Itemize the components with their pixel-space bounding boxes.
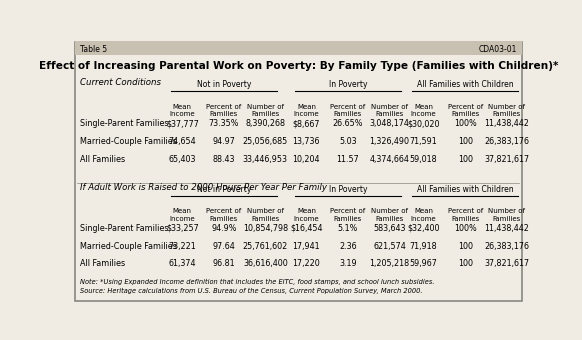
Text: 5.03: 5.03 (339, 137, 357, 146)
Text: Mean
Income: Mean Income (169, 208, 195, 222)
Text: Single-Parent Families: Single-Parent Families (80, 224, 168, 233)
Text: 88.43: 88.43 (212, 155, 235, 164)
Text: Note: *Using Expanded Income definition that includes the EITC, food stamps, and: Note: *Using Expanded Income definition … (80, 279, 434, 285)
Text: 100%: 100% (454, 224, 477, 233)
Text: Mean
Income: Mean Income (411, 208, 436, 222)
Text: 11,438,442: 11,438,442 (484, 119, 529, 128)
Text: All Families: All Families (80, 259, 125, 268)
Text: In Poverty: In Poverty (329, 81, 367, 89)
Text: Percent of
Families: Percent of Families (206, 104, 242, 117)
Text: 621,574: 621,574 (373, 241, 406, 251)
Text: CDA03-01: CDA03-01 (478, 45, 517, 54)
Text: 2.36: 2.36 (339, 241, 357, 251)
Text: 13,736: 13,736 (293, 137, 320, 146)
Text: Married-Couple Families: Married-Couple Families (80, 137, 176, 146)
Text: All Families with Children: All Families with Children (417, 185, 513, 194)
Text: Mean
Income: Mean Income (411, 104, 436, 117)
Text: Percent of
Families: Percent of Families (330, 104, 365, 117)
Text: In Poverty: In Poverty (329, 185, 367, 194)
Text: 59,018: 59,018 (410, 155, 438, 164)
Text: 71,918: 71,918 (410, 241, 438, 251)
Text: Not in Poverty: Not in Poverty (197, 81, 251, 89)
Text: Percent of
Families: Percent of Families (448, 104, 483, 117)
Text: 11.57: 11.57 (336, 155, 359, 164)
Text: $16,454: $16,454 (290, 224, 322, 233)
FancyBboxPatch shape (75, 41, 521, 55)
Text: 94.97: 94.97 (212, 137, 235, 146)
Text: 100: 100 (457, 155, 473, 164)
Text: If Adult Work is Raised to 2000 Hours Per Year Per Family: If Adult Work is Raised to 2000 Hours Pe… (80, 183, 327, 192)
Text: $8,667: $8,667 (293, 119, 320, 128)
Text: 25,056,685: 25,056,685 (243, 137, 288, 146)
Text: Percent of
Families: Percent of Families (330, 208, 365, 222)
Text: 36,616,400: 36,616,400 (243, 259, 288, 268)
Text: 100: 100 (457, 259, 473, 268)
Text: 33,446,953: 33,446,953 (243, 155, 288, 164)
Text: Number of
Families: Number of Families (371, 208, 408, 222)
Text: 1,326,490: 1,326,490 (370, 137, 409, 146)
Text: Mean
Income: Mean Income (293, 104, 319, 117)
Text: 583,643: 583,643 (373, 224, 406, 233)
Text: 4,374,664: 4,374,664 (370, 155, 409, 164)
Text: 10,854,798: 10,854,798 (243, 224, 288, 233)
Text: Mean
Income: Mean Income (293, 208, 319, 222)
Text: Number of
Families: Number of Families (247, 104, 284, 117)
Text: Mean
Income: Mean Income (169, 104, 195, 117)
Text: 5.1%: 5.1% (338, 224, 358, 233)
Text: 73,221: 73,221 (168, 241, 196, 251)
Text: Not in Poverty: Not in Poverty (197, 185, 251, 194)
Text: Percent of
Families: Percent of Families (448, 208, 483, 222)
Text: 100: 100 (457, 241, 473, 251)
Text: $32,400: $32,400 (407, 224, 440, 233)
Text: 8,390,268: 8,390,268 (246, 119, 285, 128)
Text: 97.64: 97.64 (212, 241, 235, 251)
Text: 26,383,176: 26,383,176 (484, 137, 529, 146)
Text: 37,821,617: 37,821,617 (484, 259, 529, 268)
Text: Number of
Families: Number of Families (247, 208, 284, 222)
Text: 74,654: 74,654 (169, 137, 196, 146)
FancyBboxPatch shape (75, 42, 521, 301)
Text: Married-Couple Families: Married-Couple Families (80, 241, 176, 251)
Text: 96.81: 96.81 (212, 259, 235, 268)
Text: 71,591: 71,591 (410, 137, 438, 146)
Text: Current Conditions: Current Conditions (80, 78, 161, 87)
Text: 73.35%: 73.35% (208, 119, 239, 128)
Text: 3.19: 3.19 (339, 259, 357, 268)
Text: $37,777: $37,777 (166, 119, 199, 128)
Text: 65,403: 65,403 (169, 155, 196, 164)
Text: 26.65%: 26.65% (333, 119, 363, 128)
Text: 1,205,218: 1,205,218 (370, 259, 410, 268)
Text: 100: 100 (457, 137, 473, 146)
Text: Source: Heritage calculations from U.S. Bureau of the Census, Current Population: Source: Heritage calculations from U.S. … (80, 288, 422, 294)
Text: Effect of Increasing Parental Work on Poverty: By Family Type (Families with Chi: Effect of Increasing Parental Work on Po… (38, 61, 558, 71)
Text: Number of
Families: Number of Families (488, 104, 525, 117)
Text: 59,967: 59,967 (410, 259, 438, 268)
Text: Percent of
Families: Percent of Families (206, 208, 242, 222)
Text: 25,761,602: 25,761,602 (243, 241, 288, 251)
Text: $33,257: $33,257 (166, 224, 198, 233)
Text: All Families: All Families (80, 155, 125, 164)
Text: Single-Parent Families: Single-Parent Families (80, 119, 168, 128)
Text: 10,204: 10,204 (293, 155, 320, 164)
Text: All Families with Children: All Families with Children (417, 81, 513, 89)
Text: $30,020: $30,020 (407, 119, 440, 128)
Text: 100%: 100% (454, 119, 477, 128)
Text: 26,383,176: 26,383,176 (484, 241, 529, 251)
Text: 11,438,442: 11,438,442 (484, 224, 529, 233)
Text: Table 5: Table 5 (80, 45, 107, 54)
Text: Number of
Families: Number of Families (488, 208, 525, 222)
Text: 3,048,174: 3,048,174 (370, 119, 409, 128)
Text: 37,821,617: 37,821,617 (484, 155, 529, 164)
Text: 61,374: 61,374 (169, 259, 196, 268)
Text: 94.9%: 94.9% (211, 224, 237, 233)
Text: Number of
Families: Number of Families (371, 104, 408, 117)
Text: 17,941: 17,941 (293, 241, 320, 251)
Text: 17,220: 17,220 (293, 259, 320, 268)
